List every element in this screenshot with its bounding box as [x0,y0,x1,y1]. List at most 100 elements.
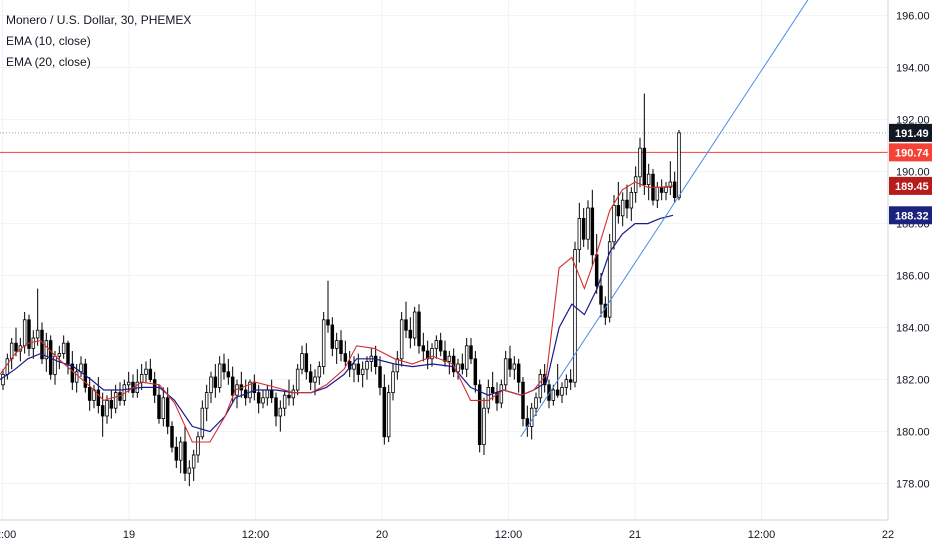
candle [144,361,148,383]
candle-body [196,436,200,456]
legend-ema10[interactable]: EMA (10, close) [6,34,91,48]
candle-body [412,311,417,339]
candle-body [352,363,356,370]
last-price-tag-bg [889,123,932,142]
y-tick-label: 186.00 [896,271,930,283]
candle-body [560,386,564,396]
candle-body [594,254,599,287]
candle-body [529,407,534,427]
candle [213,364,218,398]
candle [330,317,335,357]
legend-symbol[interactable]: Monero / U.S. Dollar, 30, PHEMEX [6,13,192,27]
candle-body [256,392,261,404]
price-axis-bg[interactable] [888,0,932,550]
y-tick-label: 190.00 [896,167,930,179]
candle-body [581,217,586,240]
candle-body [144,368,148,375]
hline-price-tag: 190.74 [889,143,932,162]
candle [22,312,27,354]
candle-body [421,345,426,352]
candle-body [209,376,213,393]
candle-body [204,392,209,409]
candle-body [386,392,391,438]
candle-body [148,368,153,381]
candle [300,345,304,375]
candle-body [672,181,677,198]
candle [581,208,586,247]
candle-body [573,249,577,383]
candle [646,163,651,201]
candle [235,379,239,409]
candle [638,137,642,188]
candle-body [213,376,218,388]
candle-body [378,366,382,388]
candle-body [430,347,434,360]
x-tick-label: 12:00 [748,529,776,541]
candle [356,353,361,383]
candle-body [629,191,634,209]
candle [451,348,456,377]
candle-body [70,363,75,383]
candle [486,379,491,414]
x-tick-label: 12:00 [495,529,523,541]
candle [269,379,274,403]
candle-body [586,207,590,240]
candle [577,202,582,263]
candle-body [646,173,651,185]
candle-body [499,384,504,404]
candle [668,161,673,195]
trendline-layer[interactable] [520,0,815,438]
candle-body [278,407,283,417]
candle [469,338,473,364]
candle [35,288,40,346]
candle [31,330,36,359]
candle [170,421,174,453]
candle [209,371,213,403]
candle-body [503,358,508,386]
time-axis-bg[interactable] [0,520,932,550]
candle [1,369,5,390]
candle [343,340,348,367]
candle [391,364,395,401]
candle-body [512,363,517,370]
candle-body [74,371,79,383]
candle-body [170,425,174,448]
candle [412,306,417,346]
candle-body [248,381,252,399]
ema20-price-tag: 188.32 [889,206,932,225]
candle [672,171,677,203]
candle [620,192,625,227]
candle-body [612,204,616,243]
candle [508,345,512,377]
candle-body [590,207,595,256]
candle-body [200,407,205,438]
candle-body [226,371,231,378]
candle [421,332,426,362]
candle-body [109,399,114,409]
candle [334,332,339,364]
candle [365,356,369,380]
candle-body [577,217,582,250]
candle-body [620,199,625,217]
candle [382,374,387,445]
candle-body [334,340,339,349]
candle [516,358,521,393]
candle [248,379,252,403]
candle [438,332,443,357]
candle-body [87,386,92,401]
candle-body [282,394,287,409]
candle [642,93,647,195]
legend-ema20[interactable]: EMA (20, close) [6,55,91,69]
candle [560,382,564,403]
candle [135,369,140,398]
candle-body [57,353,62,357]
candle [369,348,374,372]
candle-body [633,176,638,193]
candle [443,340,447,367]
candle [243,379,248,406]
candle-body [365,360,369,370]
candle-body [395,358,400,373]
candle [9,338,14,370]
candle-body [616,204,621,217]
